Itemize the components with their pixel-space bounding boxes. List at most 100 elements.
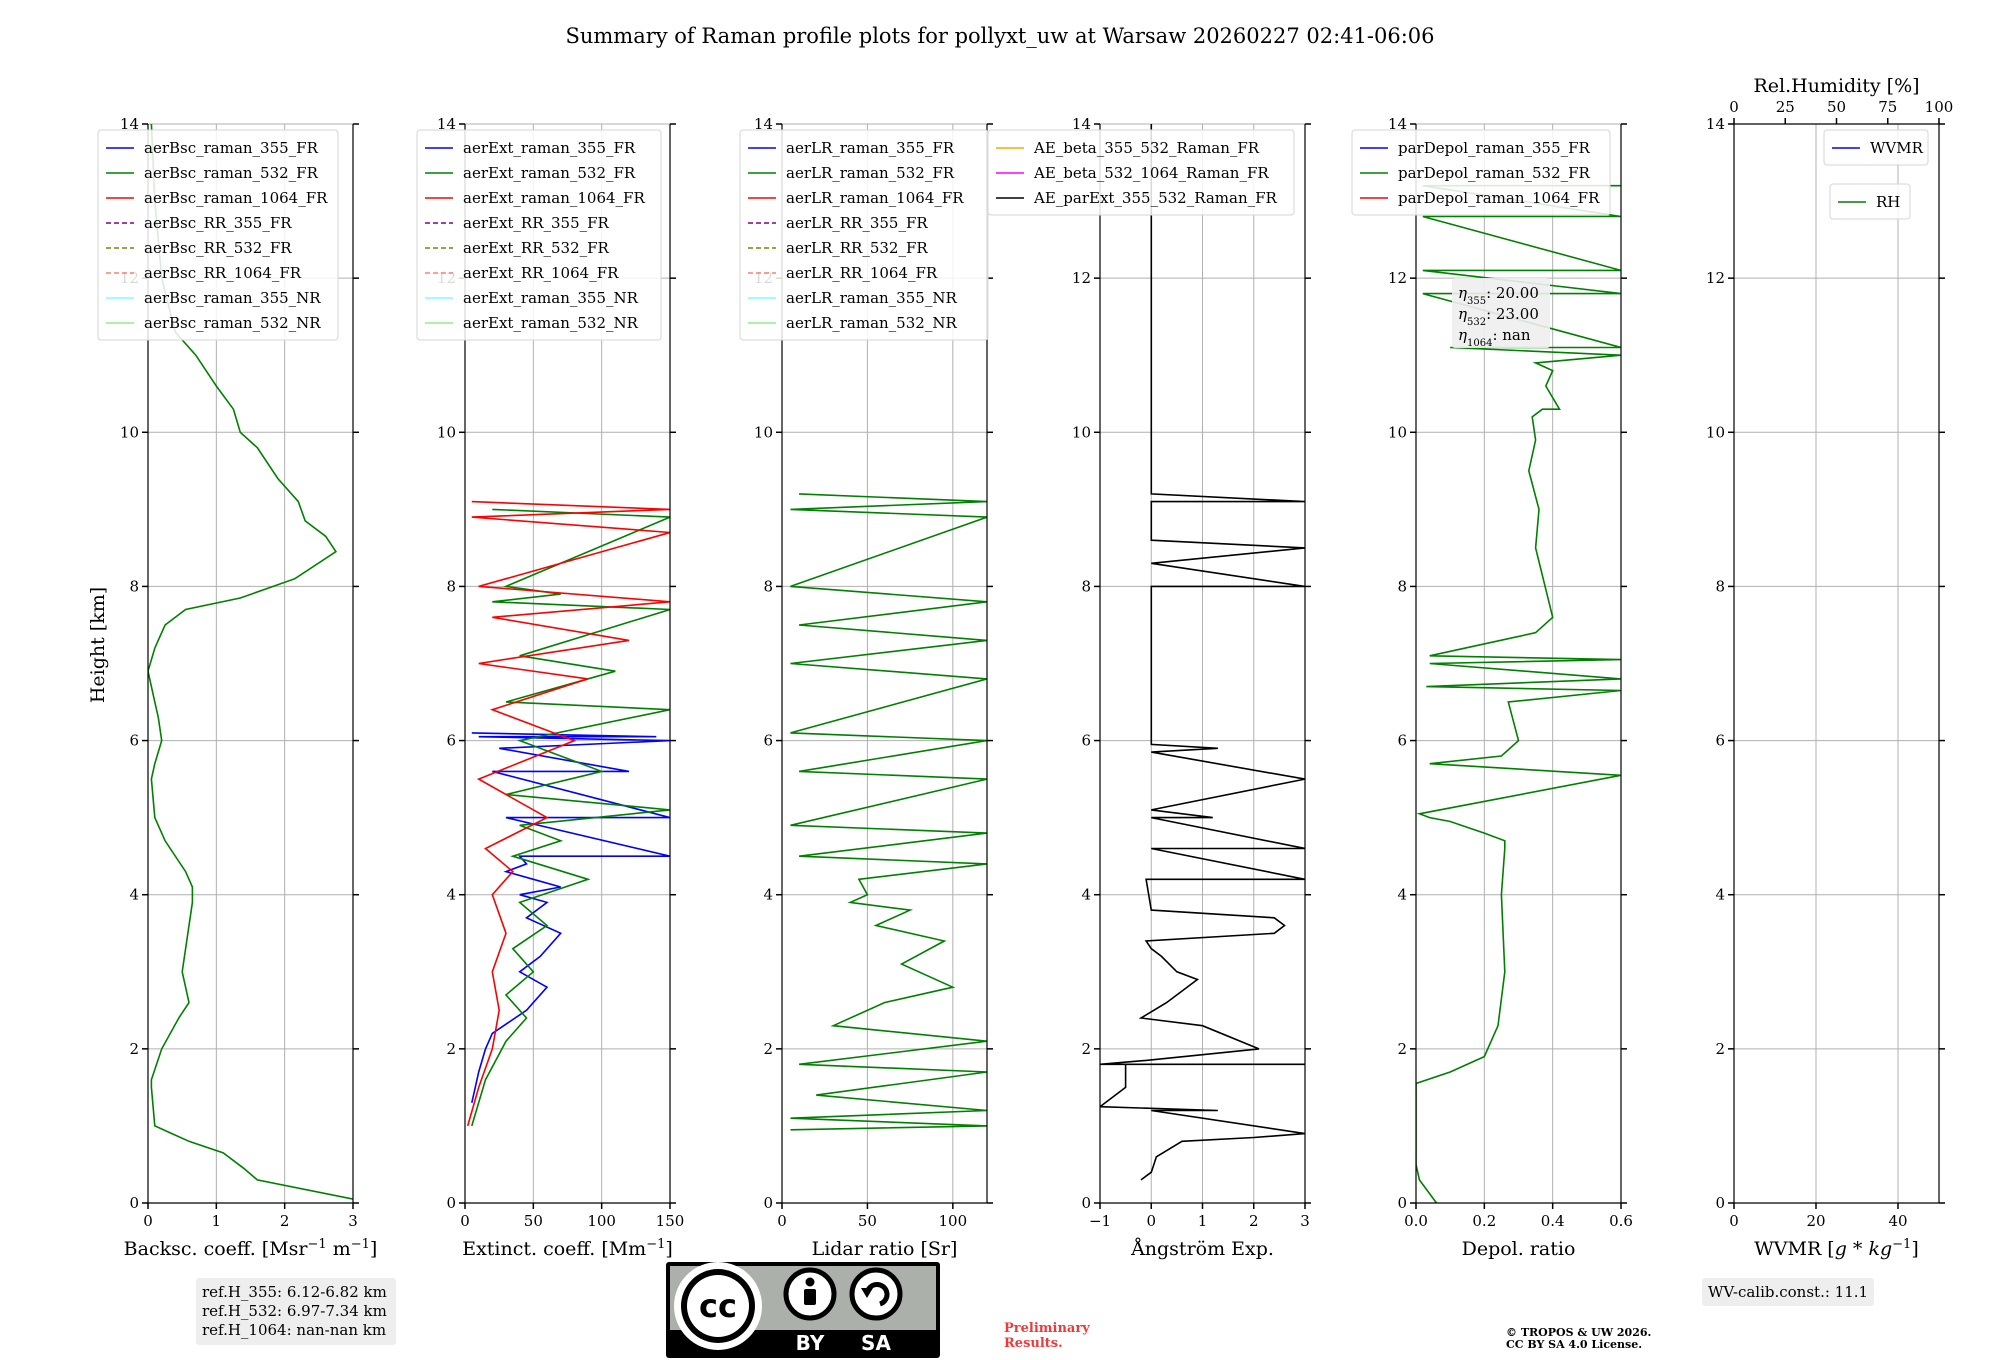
xtick-label-lr-1: 50 — [858, 1212, 877, 1230]
xtick-label-lr-0: 0 — [777, 1212, 787, 1230]
preliminary-line-2: Results. — [1004, 1336, 1063, 1351]
cc-license-badge: cc BY SA — [666, 1262, 940, 1358]
ytick-label-ext-7: 14 — [437, 115, 456, 133]
ytick-label-depol-1: 2 — [1397, 1040, 1407, 1058]
ytick-label-wv-7: 14 — [1706, 115, 1725, 133]
legend-label-lr-5: aerLR_RR_1064_FR — [786, 264, 938, 282]
ytick-label-depol-0: 0 — [1397, 1194, 1407, 1212]
refh-355: ref.H_355: 6.12-6.82 km — [202, 1283, 387, 1301]
panels: 024681012140123Backsc. coeff. [Msr−1 m−1… — [97, 75, 1953, 1260]
xlabel-lr: Lidar ratio [Sr] — [812, 1238, 958, 1260]
refh-box: ref.H_355: 6.12-6.82 km ref.H_532: 6.97-… — [196, 1278, 396, 1345]
legend-label-bsc-7: aerBsc_raman_532_NR — [144, 314, 321, 332]
legend-label-lr-0: aerLR_raman_355_FR — [786, 139, 955, 157]
ytick-label-wv-0: 0 — [1715, 1194, 1725, 1212]
xtick-label-ae-0: −1 — [1089, 1212, 1111, 1230]
sa-share-alike-icon — [849, 1267, 903, 1321]
ytick-label-ext-3: 6 — [446, 732, 456, 750]
series-line-bsc-0 — [148, 124, 353, 1200]
xtick-label-ae-1: 0 — [1146, 1212, 1156, 1230]
legend-label-depol-1: parDepol_raman_532_FR — [1398, 164, 1591, 182]
legend-label-bsc-6: aerBsc_raman_355_NR — [144, 289, 321, 307]
ytick-label-bsc-4: 8 — [129, 577, 139, 595]
legend-box-wv-2 — [1829, 183, 1911, 220]
xtick-label-wv-0: 0 — [1729, 1212, 1739, 1230]
ytick-label-bsc-1: 2 — [129, 1040, 139, 1058]
legend-label-lr-4: aerLR_RR_532_FR — [786, 239, 928, 257]
legend-label-ext-2: aerExt_raman_1064_FR — [463, 189, 645, 207]
series-line-ext-2 — [466, 500, 670, 1127]
eta-annotation-0: η355: 20.00 — [1458, 284, 1539, 307]
ytick-label-lr-4: 8 — [763, 577, 773, 595]
legend-label-depol-0: parDepol_raman_355_FR — [1398, 139, 1591, 157]
eta-annotation-1: η532: 23.00 — [1458, 305, 1539, 328]
xtick-label-ext-2: 100 — [587, 1212, 616, 1230]
legend-label-ext-1: aerExt_raman_532_FR — [463, 164, 636, 182]
ytick-label-bsc-2: 4 — [129, 886, 139, 904]
ytick-label-lr-0: 0 — [763, 1194, 773, 1212]
legend-label-lr-2: aerLR_raman_1064_FR — [786, 189, 964, 207]
top-xtick-label-3: 75 — [1878, 98, 1897, 116]
ytick-label-wv-6: 12 — [1706, 269, 1725, 287]
series-line-ext-1 — [471, 508, 670, 1127]
xlabel-depol: Depol. ratio — [1462, 1238, 1576, 1260]
xtick-label-bsc-3: 3 — [348, 1212, 358, 1230]
legend-label-wv-2-0: RH — [1876, 193, 1900, 211]
ytick-label-ext-4: 8 — [446, 577, 456, 595]
top-axis-label: Rel.Humidity [%] — [1753, 75, 1919, 97]
legend-label-bsc-1: aerBsc_raman_532_FR — [144, 164, 319, 182]
xtick-label-ae-4: 3 — [1300, 1212, 1310, 1230]
panel-bsc: 024681012140123Backsc. coeff. [Msr−1 m−1… — [97, 115, 377, 1260]
ytick-label-depol-6: 12 — [1388, 269, 1407, 287]
ytick-label-bsc-7: 14 — [120, 115, 139, 133]
refh-532: ref.H_532: 6.97-7.34 km — [202, 1302, 387, 1320]
ytick-label-ae-6: 12 — [1072, 269, 1091, 287]
legend-label-ae-0: AE_beta_355_532_Raman_FR — [1033, 139, 1260, 157]
xlabel-ae: Ångström Exp. — [1130, 1238, 1274, 1260]
legend-label-lr-3: aerLR_RR_355_FR — [786, 214, 928, 232]
xtick-label-ae-2: 1 — [1198, 1212, 1208, 1230]
ytick-label-lr-5: 10 — [754, 423, 773, 441]
figure-title: Summary of Raman profile plots for polly… — [565, 24, 1434, 48]
legend-box-ext — [416, 129, 662, 341]
panel-lr: 02468101214050100Lidar ratio [Sr]aerLR_r… — [739, 115, 993, 1260]
ytick-label-lr-7: 14 — [754, 115, 773, 133]
ytick-label-bsc-0: 0 — [129, 1194, 139, 1212]
xtick-label-bsc-1: 1 — [212, 1212, 222, 1230]
series-group-bsc — [148, 124, 353, 1200]
ytick-label-wv-5: 10 — [1706, 423, 1725, 441]
legend-label-bsc-5: aerBsc_RR_1064_FR — [144, 264, 302, 282]
preliminary-line-1: Preliminary — [1004, 1321, 1090, 1336]
legend-label-ext-4: aerExt_RR_532_FR — [463, 239, 610, 257]
xtick-label-lr-2: 100 — [939, 1212, 968, 1230]
legend-label-ext-5: aerExt_RR_1064_FR — [463, 264, 619, 282]
xtick-label-ext-3: 150 — [656, 1212, 685, 1230]
legend-label-ext-3: aerExt_RR_355_FR — [463, 214, 610, 232]
top-xtick-label-0: 0 — [1729, 98, 1739, 116]
legend-label-depol-2: parDepol_raman_1064_FR — [1398, 189, 1600, 207]
series-group-ae — [1100, 124, 1305, 1181]
legend-label-bsc-3: aerBsc_RR_355_FR — [144, 214, 292, 232]
ytick-label-bsc-5: 10 — [120, 423, 139, 441]
xtick-label-ext-0: 0 — [460, 1212, 470, 1230]
ytick-label-lr-1: 2 — [763, 1040, 773, 1058]
legend-label-bsc-4: aerBsc_RR_532_FR — [144, 239, 292, 257]
legend-label-ae-2: AE_parExt_355_532_Raman_FR — [1033, 189, 1278, 207]
xtick-label-depol-3: 0.6 — [1609, 1212, 1633, 1230]
legend-box-ae — [987, 129, 1295, 216]
panel-depol: 0 2 4 6 8 10 12 14 0.0 0.2 0.4 0.6 Depol. ratio parDe… — [1351, 115, 1633, 1260]
legend-box-bsc — [97, 129, 339, 341]
series-line-ext-0 — [471, 732, 670, 1103]
top-xtick-label-2: 50 — [1827, 98, 1846, 116]
ytick-label-depol-4: 8 — [1397, 577, 1407, 595]
ytick-label-ae-7: 14 — [1072, 115, 1091, 133]
ytick-label-ae-5: 10 — [1072, 423, 1091, 441]
series-line-ae-0 — [1100, 124, 1305, 1181]
cc-by-label: BY — [796, 1331, 825, 1355]
y-axis-label: Height [km] — [87, 587, 109, 703]
series-line-depol-0 — [1416, 184, 1621, 1203]
wv-calib-const: WV-calib.const.: 11.1 — [1708, 1283, 1868, 1301]
